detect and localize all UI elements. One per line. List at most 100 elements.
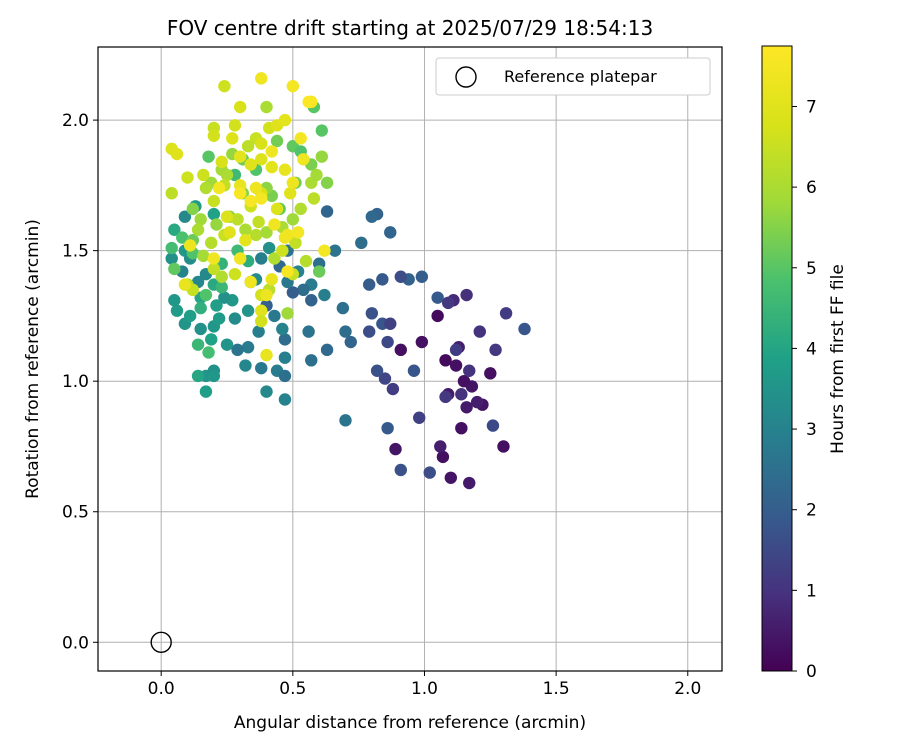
scatter-point bbox=[436, 450, 450, 464]
scatter-point bbox=[297, 283, 310, 297]
scatter-point bbox=[268, 252, 281, 265]
scatter-point bbox=[205, 236, 218, 250]
scatter-point bbox=[376, 273, 389, 286]
scatter-point bbox=[207, 252, 221, 265]
scatter-point bbox=[278, 163, 292, 176]
scatter-point bbox=[394, 463, 407, 477]
scatter-point bbox=[384, 226, 397, 239]
scatter-point bbox=[470, 395, 484, 409]
scatter-point bbox=[444, 471, 458, 484]
scatter-point bbox=[463, 364, 476, 377]
scatter-point bbox=[260, 226, 273, 239]
scatter-point bbox=[286, 176, 300, 189]
scatter-point bbox=[439, 390, 452, 404]
x-tick-label: 0.0 bbox=[148, 679, 175, 699]
scatter-point bbox=[178, 278, 192, 291]
scatter-point bbox=[220, 168, 234, 182]
grid-lines bbox=[98, 47, 722, 671]
scatter-point bbox=[497, 440, 510, 453]
scatter-point bbox=[215, 270, 228, 283]
scatter-point bbox=[170, 304, 184, 317]
scatter-point bbox=[241, 304, 255, 317]
scatter-point bbox=[457, 374, 471, 388]
scatter-point bbox=[255, 314, 268, 328]
scatter-point bbox=[449, 359, 463, 372]
scatter-point bbox=[320, 176, 334, 189]
scatter-point bbox=[260, 288, 273, 302]
scatter-point bbox=[194, 301, 207, 315]
scatter-point bbox=[202, 346, 215, 359]
scatter-point bbox=[223, 226, 236, 239]
scatter-point bbox=[310, 168, 323, 182]
scatter-point bbox=[207, 262, 221, 276]
scatter-point bbox=[389, 442, 402, 456]
scatter-point bbox=[370, 364, 384, 377]
scatter-point bbox=[365, 210, 379, 223]
scatter-point bbox=[202, 150, 215, 163]
scatter-point bbox=[168, 262, 181, 276]
scatter-point bbox=[294, 132, 307, 145]
x-tick-label: 2.0 bbox=[674, 679, 701, 699]
scatter-point bbox=[302, 325, 315, 338]
scatter-point bbox=[197, 249, 210, 263]
scatter-point bbox=[378, 372, 392, 385]
scatter-point bbox=[260, 348, 273, 362]
colorbar-tick-label: 5 bbox=[806, 259, 817, 279]
scatter-point bbox=[262, 241, 276, 255]
scatter-point bbox=[207, 129, 221, 142]
scatter-point bbox=[460, 401, 473, 414]
scatter-point bbox=[307, 192, 321, 205]
scatter-point bbox=[336, 301, 350, 315]
scatter-point bbox=[484, 367, 497, 380]
scatter-point bbox=[381, 421, 394, 435]
colorbar-tick-label: 2 bbox=[806, 501, 817, 521]
scatter-point bbox=[194, 322, 207, 336]
x-axis-label: Angular distance from reference (arcmin) bbox=[234, 713, 586, 733]
scatter-point bbox=[305, 354, 318, 367]
scatter-point bbox=[305, 294, 318, 307]
scatter-point bbox=[255, 153, 268, 166]
scatter-point bbox=[210, 218, 223, 231]
scatter-point bbox=[197, 168, 210, 182]
scatter-point bbox=[431, 309, 444, 323]
scatter-point bbox=[265, 273, 278, 286]
scatter-point bbox=[286, 213, 300, 226]
scatter-point bbox=[207, 207, 221, 221]
scatter-point bbox=[233, 252, 247, 265]
scatter-point bbox=[228, 312, 242, 325]
y-axis-label: Rotation from reference (arcmin) bbox=[23, 219, 43, 499]
y-axis-ticks: 0.0 0.5 1.0 1.5 2.0 bbox=[62, 111, 98, 653]
scatter-point bbox=[423, 466, 436, 479]
scatter-point bbox=[276, 244, 289, 257]
scatter-point bbox=[231, 343, 244, 357]
scatter-point bbox=[320, 205, 334, 218]
scatter-point bbox=[276, 322, 289, 336]
reference-marker bbox=[150, 631, 172, 653]
scatter-point bbox=[278, 351, 292, 364]
scatter-point bbox=[455, 421, 468, 435]
scatter-point bbox=[228, 267, 242, 281]
scatter-point bbox=[434, 440, 447, 453]
y-tick-label: 0.0 bbox=[62, 633, 89, 653]
scatter-point bbox=[460, 288, 473, 302]
scatter-point bbox=[473, 325, 486, 338]
colorbar-label: Hours from first FF file bbox=[828, 264, 848, 454]
scatter-point bbox=[302, 95, 315, 109]
legend-label: Reference platepar bbox=[504, 67, 657, 86]
data-points bbox=[165, 72, 531, 490]
scatter-point bbox=[281, 265, 294, 278]
scatter-point bbox=[355, 236, 368, 250]
scatter-point bbox=[499, 307, 513, 320]
scatter-point bbox=[212, 181, 226, 195]
scatter-point bbox=[439, 354, 452, 367]
scatter-point bbox=[320, 343, 334, 357]
colorbar-tick-label: 4 bbox=[806, 339, 817, 359]
scatter-point bbox=[268, 309, 281, 323]
scatter-point bbox=[270, 202, 284, 216]
scatter-point bbox=[441, 296, 455, 310]
scatter-point bbox=[239, 223, 252, 236]
legend-marker-icon bbox=[455, 66, 477, 88]
scatter-point bbox=[518, 322, 531, 336]
scatter-point bbox=[178, 210, 192, 223]
